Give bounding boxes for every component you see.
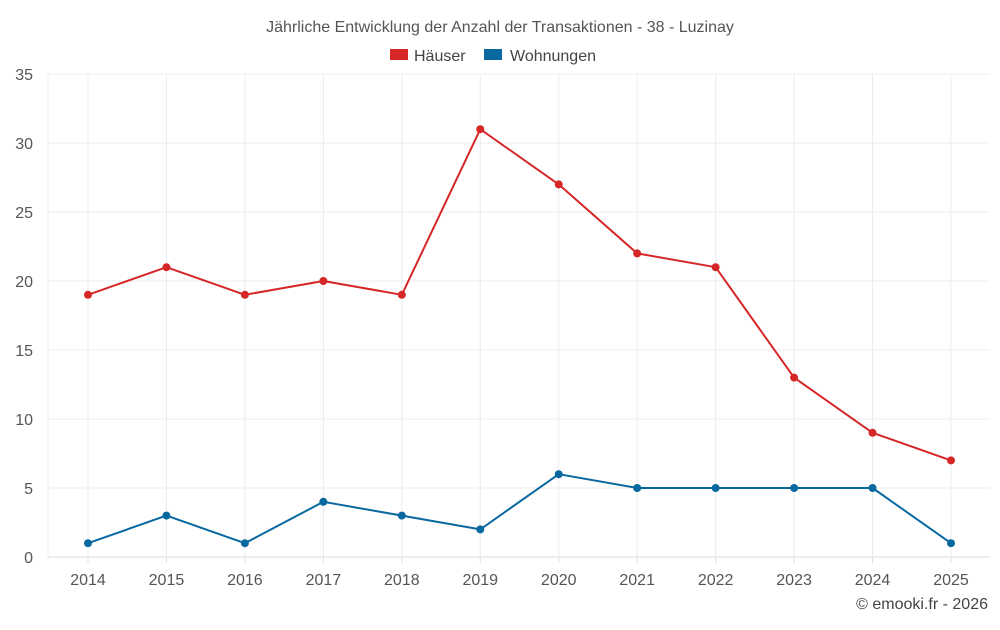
y-tick-label: 35: [15, 67, 33, 84]
data-point-hauser[interactable]: [240, 290, 249, 299]
x-tick-label: 2023: [776, 572, 812, 589]
x-tick-label: 2015: [149, 572, 185, 589]
y-tick-label: 15: [15, 343, 33, 360]
series-line-wohnungen: [87, 473, 952, 545]
y-tick-label: 20: [15, 274, 33, 291]
legend-item-wohnungen[interactable]: Wohnungen: [484, 48, 596, 65]
y-axis: 0 5 10 15 20 25 30 35: [15, 67, 49, 567]
y-tick-label: 30: [15, 136, 33, 153]
legend-label-hauser: Häuser: [414, 48, 466, 65]
data-point-wohnungen[interactable]: [711, 484, 720, 492]
data-point-wohnungen[interactable]: [397, 511, 406, 520]
data-point-wohnungen[interactable]: [633, 484, 642, 492]
x-tick-label: 2024: [855, 572, 891, 589]
data-point-hauser[interactable]: [711, 263, 720, 272]
x-axis: 2014 2015 2016 2017 2018 2019 2020 2021 2022 2023…: [70, 557, 969, 589]
x-tick-label: 2019: [462, 572, 498, 589]
data-point-wohnungen[interactable]: [162, 511, 171, 520]
legend: Häuser Wohnungen: [390, 48, 596, 65]
y-tick-label: 0: [24, 550, 33, 567]
data-point-hauser[interactable]: [162, 263, 171, 272]
x-tick-label: 2021: [619, 572, 655, 589]
x-tick-label: 2014: [70, 572, 106, 589]
data-point-wohnungen[interactable]: [476, 525, 485, 534]
data-point-wohnungen[interactable]: [554, 470, 563, 479]
y-tick-label: 10: [15, 412, 33, 429]
x-tick-label: 2018: [384, 572, 420, 589]
y-tick-label: 25: [15, 205, 33, 222]
chart-title: Jährliche Entwicklung der Anzahl der Tra…: [266, 19, 734, 36]
data-point-wohnungen[interactable]: [84, 539, 92, 548]
legend-swatch-hauser: [390, 49, 408, 60]
data-point-hauser[interactable]: [319, 277, 328, 285]
data-point-hauser[interactable]: [868, 428, 877, 437]
y-tick-label: 5: [24, 481, 33, 498]
copyright-text: © emooki.fr - 2026: [856, 596, 988, 613]
x-tick-label: 2020: [541, 572, 577, 589]
data-point-wohnungen[interactable]: [240, 539, 249, 548]
data-point-hauser[interactable]: [84, 290, 92, 299]
data-point-hauser[interactable]: [397, 290, 406, 299]
data-point-hauser[interactable]: [554, 180, 563, 189]
data-point-hauser[interactable]: [947, 456, 955, 465]
data-point-wohnungen[interactable]: [319, 497, 328, 506]
legend-label-wohnungen: Wohnungen: [510, 48, 596, 65]
x-tick-label: 2025: [933, 572, 969, 589]
series-layer: [84, 125, 955, 548]
data-point-wohnungen[interactable]: [790, 484, 799, 492]
data-point-wohnungen[interactable]: [868, 484, 877, 492]
x-tick-label: 2022: [698, 572, 734, 589]
series-line-hauser: [87, 128, 952, 462]
x-tick-label: 2017: [306, 572, 342, 589]
data-point-hauser[interactable]: [476, 125, 485, 134]
x-tick-label: 2016: [227, 572, 263, 589]
data-point-wohnungen[interactable]: [947, 539, 955, 548]
legend-item-hauser[interactable]: Häuser: [390, 48, 466, 65]
data-point-hauser[interactable]: [633, 249, 642, 258]
legend-swatch-wohnungen: [484, 49, 502, 60]
grid-lines: [48, 73, 990, 558]
data-point-hauser[interactable]: [790, 373, 799, 382]
